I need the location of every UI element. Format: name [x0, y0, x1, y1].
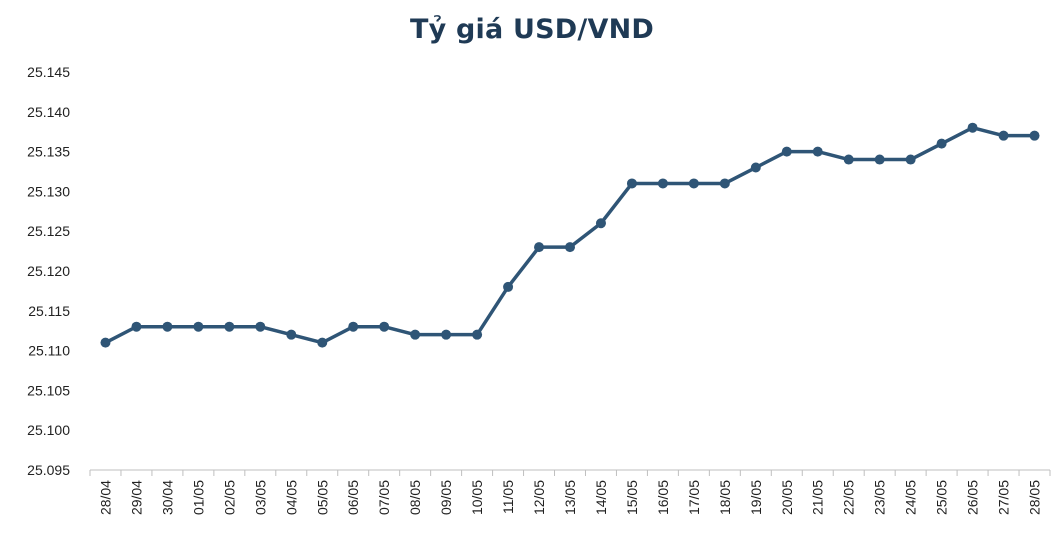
- x-tick-label: 24/05: [903, 480, 919, 515]
- data-point: [905, 154, 916, 165]
- data-point: [626, 178, 637, 189]
- x-tick-label: 15/05: [624, 480, 640, 515]
- y-tick-label: 25.135: [27, 144, 70, 160]
- data-point: [936, 138, 947, 149]
- data-point: [224, 321, 235, 332]
- data-point: [719, 178, 730, 189]
- x-tick-label: 23/05: [872, 480, 888, 515]
- x-tick-label: 07/05: [376, 480, 392, 515]
- y-tick-label: 25.110: [28, 343, 70, 359]
- x-tick-label: 28/05: [1027, 480, 1043, 515]
- y-tick-label: 25.105: [27, 382, 70, 398]
- x-tick-label: 21/05: [810, 480, 826, 515]
- x-tick-label: 08/05: [407, 480, 423, 515]
- data-point: [595, 218, 606, 229]
- x-tick-label: 10/05: [469, 480, 485, 515]
- x-tick-label: 17/05: [686, 480, 702, 515]
- x-tick-label: 18/05: [717, 480, 733, 515]
- y-tick-label: 25.120: [27, 263, 70, 279]
- y-tick-label: 25.095: [27, 462, 70, 478]
- data-point: [100, 337, 111, 348]
- data-point: [534, 242, 545, 253]
- x-tick-label: 29/04: [128, 480, 144, 515]
- x-tick-label: 20/05: [779, 480, 795, 515]
- series-line-group: [100, 122, 1040, 348]
- data-point: [750, 162, 761, 173]
- x-tick-label: 04/05: [283, 480, 299, 515]
- data-point: [255, 321, 266, 332]
- x-tick-label: 22/05: [841, 480, 857, 515]
- y-tick-label: 25.100: [27, 422, 70, 438]
- data-point: [874, 154, 885, 165]
- x-tick-label: 03/05: [252, 480, 268, 515]
- chart-title: Tỷ giá USD/VND: [410, 14, 654, 45]
- x-tick-label: 16/05: [655, 480, 671, 515]
- data-point: [688, 178, 699, 189]
- data-point: [441, 329, 452, 340]
- x-tick-label: 12/05: [531, 480, 547, 515]
- x-tick-label: 26/05: [965, 480, 981, 515]
- x-tick-label: 27/05: [996, 480, 1012, 515]
- data-point: [162, 321, 173, 332]
- x-axis: 28/04 29/04 30/04 01/05 02/05 03/05 04/05 05/05…: [89, 469, 1051, 515]
- y-tick-label: 25.115: [28, 303, 70, 319]
- data-point: [657, 178, 668, 189]
- data-point: [781, 146, 792, 157]
- x-tick-label: 09/05: [438, 480, 454, 515]
- data-point: [812, 146, 823, 157]
- x-tick-label: 30/04: [159, 480, 175, 515]
- x-tick-label: 02/05: [221, 480, 237, 515]
- data-point: [998, 130, 1009, 141]
- data-point: [565, 242, 575, 253]
- y-axis: 25.095 25.100 25.105 25.110 25.115 25.120 25.1…: [27, 64, 70, 478]
- data-point: [286, 329, 297, 340]
- x-tick-label: 01/05: [190, 480, 206, 515]
- series-line: [103, 125, 1037, 345]
- data-point: [348, 321, 359, 332]
- x-tick-label: 11/05: [500, 480, 516, 514]
- x-tick-label: 05/05: [314, 480, 330, 515]
- data-point: [317, 337, 328, 348]
- x-tick-label: 06/05: [345, 480, 361, 515]
- data-point: [843, 154, 854, 165]
- y-tick-label: 25.125: [27, 223, 70, 239]
- x-tick-label: 19/05: [748, 480, 764, 515]
- data-point: [472, 329, 483, 340]
- y-tick-label: 25.145: [27, 64, 70, 80]
- data-point: [503, 281, 514, 292]
- data-point: [1029, 130, 1040, 141]
- x-tick-label: 28/04: [97, 480, 113, 515]
- data-point: [193, 321, 204, 332]
- x-tick-label: 25/05: [934, 480, 950, 515]
- data-point: [410, 329, 421, 340]
- y-tick-label: 25.130: [27, 183, 70, 199]
- x-tick-label: 14/05: [593, 480, 609, 515]
- data-point: [967, 122, 978, 133]
- x-tick-label: 13/05: [562, 480, 578, 515]
- y-tick-label: 25.140: [27, 104, 70, 120]
- data-point: [379, 321, 390, 332]
- data-point: [131, 321, 142, 332]
